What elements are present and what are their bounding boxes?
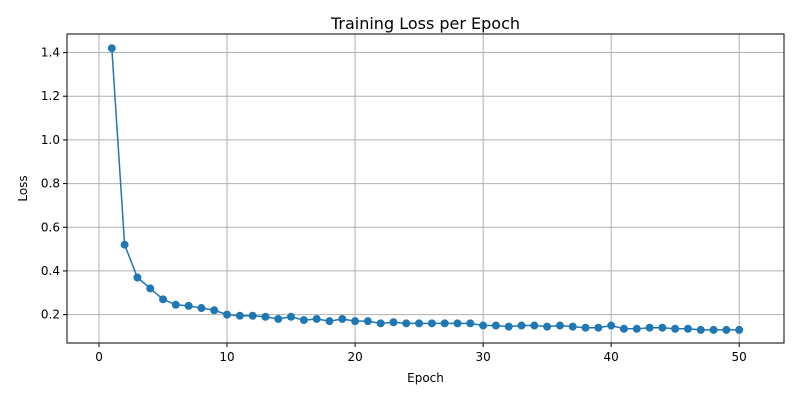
data-point [568, 322, 577, 331]
data-point [709, 325, 718, 334]
data-point [555, 321, 564, 330]
data-point [466, 319, 475, 328]
data-point [671, 324, 680, 333]
chart-title: Training Loss per Epoch [330, 14, 520, 33]
data-point [427, 319, 436, 328]
x-tick-label: 50 [732, 350, 747, 364]
y-tick-label: 1.2 [41, 89, 60, 103]
data-point [338, 314, 347, 323]
data-point [402, 319, 411, 328]
y-tick-label: 0.6 [41, 220, 60, 234]
data-point [210, 306, 219, 315]
data-point [619, 324, 628, 333]
data-point [491, 321, 500, 330]
data-point [440, 319, 449, 328]
data-point [683, 324, 692, 333]
data-point [517, 321, 526, 330]
data-point [504, 322, 513, 331]
y-tick-label: 0.4 [41, 264, 60, 278]
x-tick-label: 30 [475, 350, 490, 364]
data-point [146, 284, 155, 293]
data-point [376, 319, 385, 328]
data-point [530, 321, 539, 330]
data-point [223, 310, 232, 319]
data-point [325, 317, 334, 326]
data-point [184, 301, 193, 310]
x-tick-label: 20 [347, 350, 362, 364]
data-point [594, 323, 603, 332]
y-tick-label: 0.8 [41, 177, 60, 191]
x-axis-label: Epoch [407, 371, 444, 385]
data-point [658, 323, 667, 332]
data-point [722, 325, 731, 334]
data-point [312, 314, 321, 323]
data-point [171, 300, 180, 309]
x-tick-label: 10 [219, 350, 234, 364]
data-point [645, 323, 654, 332]
data-point [261, 312, 270, 321]
y-tick-label: 1.0 [41, 133, 60, 147]
grid-lines [67, 34, 784, 343]
data-point [274, 314, 283, 323]
data-point [197, 304, 206, 313]
data-point [159, 295, 168, 304]
data-point [543, 322, 552, 331]
loss-series [107, 44, 744, 334]
x-axis-ticks: 0 10 20 30 40 50 [95, 343, 747, 364]
data-point [389, 318, 398, 327]
data-point [133, 273, 142, 282]
data-point [248, 311, 257, 320]
x-tick-label: 40 [604, 350, 619, 364]
data-point [632, 324, 641, 333]
data-point [607, 321, 616, 330]
data-point [235, 311, 244, 320]
x-tick-label: 0 [95, 350, 103, 364]
y-tick-label: 1.4 [41, 46, 60, 60]
data-point [696, 325, 705, 334]
y-axis-ticks: 0.2 0.4 0.6 0.8 1.0 1.2 1.4 [41, 46, 67, 322]
data-point [479, 321, 488, 330]
data-point [735, 325, 744, 334]
y-tick-label: 0.2 [41, 308, 60, 322]
data-point [453, 319, 462, 328]
data-point [287, 312, 296, 321]
data-point [299, 316, 308, 325]
data-point [351, 317, 360, 326]
data-point [363, 317, 372, 326]
loss-line [111, 48, 740, 331]
data-point [107, 44, 116, 53]
data-point [415, 319, 424, 328]
y-axis-label: Loss [16, 175, 30, 201]
data-point [120, 240, 129, 249]
plot-area-frame [66, 33, 785, 344]
data-point [581, 323, 590, 332]
